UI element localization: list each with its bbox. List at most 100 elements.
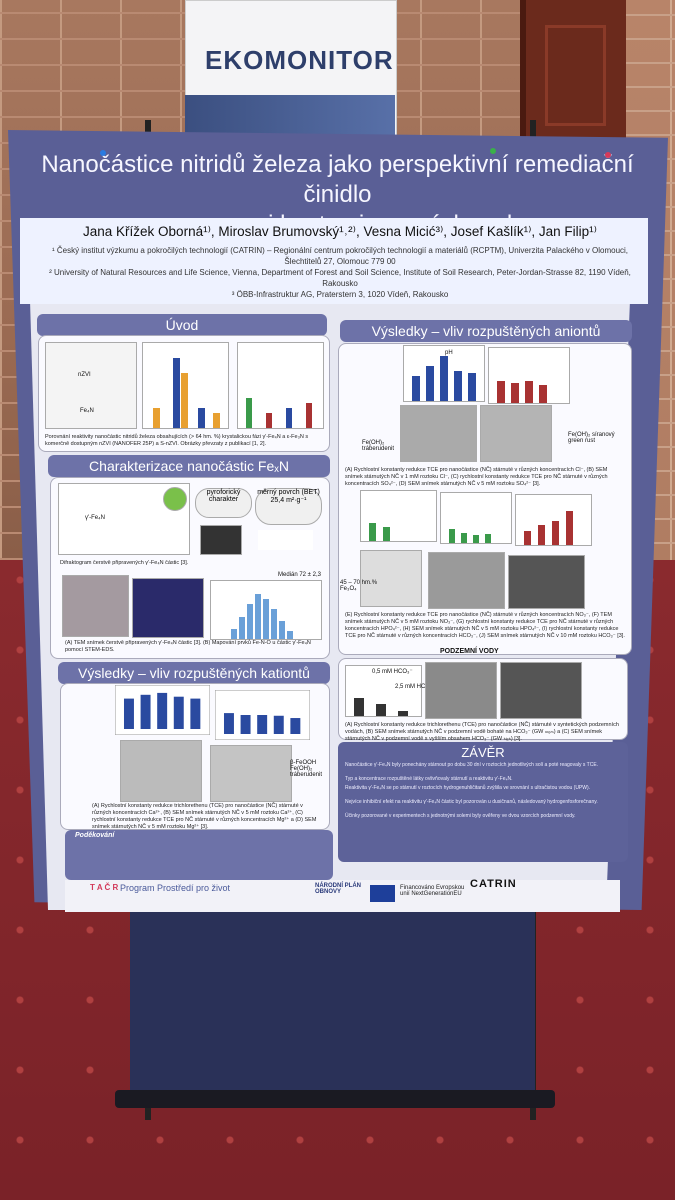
chart-bar — [223, 713, 234, 734]
bar — [239, 617, 245, 639]
chart-bar — [173, 696, 184, 729]
bar — [181, 373, 188, 428]
chart-kationty-c — [215, 690, 310, 740]
figure-sem-hpo4 — [428, 552, 505, 609]
caption-tem: (A) TEM snímek čerstvě připravených γ'-F… — [65, 640, 311, 653]
bar — [263, 599, 269, 639]
figure-anionty-c — [488, 347, 570, 404]
conclusion-item: Nejvíce inhibiční efekt na reaktivitu γ'… — [345, 799, 598, 805]
affiliation-3: ³ ÖBB-Infrastruktur AG, Praterstern 3, 1… — [231, 290, 449, 299]
bar — [497, 381, 505, 403]
acknowledgement-title: Poděkování — [75, 832, 115, 839]
affiliation-1: ¹ Český institut výzkumu a pokročilých t… — [51, 246, 629, 266]
figure-sem-cl — [400, 405, 477, 462]
figure-sem-gw-low — [425, 662, 497, 719]
figure-bet-curve — [258, 530, 313, 550]
door-panel — [545, 25, 606, 126]
section-charakterizace: Charakterizace nanočástic FeₓN — [48, 455, 330, 477]
banner-band — [185, 95, 395, 135]
label-fe-ooh: β-FeOOH Fe(OH)₂ tráberudenit — [290, 760, 323, 778]
figure-size-histogram — [210, 580, 322, 640]
bubble-merny-povrch: měrný povrch (BET) 25,4 m²·g⁻¹ — [255, 488, 322, 525]
bubble-pyroforicky: pyroforický charakter — [195, 488, 252, 518]
bar — [153, 408, 160, 428]
figure-sem-ca — [120, 740, 202, 802]
bar — [473, 535, 479, 543]
caption-kationty: (A) Rychlostní konstanty redukce trichlo… — [92, 803, 317, 830]
authors: Jana Křížek Oborná¹⁾, Miroslav Brumovský… — [83, 224, 597, 239]
bar — [173, 358, 180, 428]
pin-red — [605, 152, 611, 158]
bar — [198, 408, 205, 428]
bar — [213, 413, 220, 428]
chart-kationty-a — [115, 685, 210, 735]
figure-anionty-e — [360, 490, 437, 542]
chart-bar — [123, 698, 134, 729]
caption-podzemni: (A) Rychlostní konstanty redukce trichlo… — [345, 722, 619, 742]
conclusion-item: Reaktivita γ'-Fe₄N se po stárnutí v rozt… — [345, 785, 591, 791]
footer-logos — [65, 880, 620, 912]
figure-tem-no3 — [360, 550, 422, 607]
bar — [511, 383, 519, 403]
bar — [398, 711, 408, 716]
bar — [231, 629, 237, 639]
stand-fabric — [130, 905, 535, 1095]
bar — [426, 366, 434, 401]
bar — [538, 525, 545, 545]
eu-flag-icon — [370, 885, 395, 902]
figure-podzemni-a — [345, 665, 422, 717]
label-fe-oh2-green-rust: Fe(OH)₂ síranový green rust — [568, 432, 615, 444]
bar — [306, 403, 312, 428]
caption-uvod: Porovnání reaktivity nanočástic nitridů … — [45, 434, 309, 447]
figure-sem-gw-high — [500, 662, 582, 719]
figure-tem — [62, 575, 129, 637]
logo-catrin: CATRIN — [470, 878, 517, 890]
pin-blue — [100, 150, 106, 156]
bar — [566, 511, 573, 545]
affiliations: ¹ Český institut výzkumu a pokročilých t… — [40, 245, 640, 300]
label-nzvi: nZVI — [78, 372, 91, 378]
caption-xrd: Difraktogram čerstvě připravených γ'-Fe₄… — [60, 560, 189, 566]
chart-bar — [240, 715, 251, 734]
section-kationty: Výsledky – vliv rozpuštěných kationtů — [58, 662, 330, 684]
bar — [271, 609, 277, 639]
chart-bar — [157, 692, 168, 729]
acknowledgement-box — [65, 830, 333, 880]
figure-uvod-chart-1 — [142, 342, 229, 429]
chart-bar — [257, 715, 268, 734]
bar — [440, 356, 448, 401]
figure-anionty-g — [440, 492, 512, 544]
figure-stem-eds — [132, 578, 204, 638]
label-gamma-fe4n: γ'-Fe₄N — [85, 515, 105, 521]
conclusion-title: ZÁVĚR — [461, 745, 505, 760]
bar — [449, 529, 455, 543]
bar — [247, 604, 253, 639]
bar — [279, 621, 285, 639]
bar — [539, 385, 547, 403]
figure-pyrophoric-photo — [200, 525, 242, 555]
logo-npo: NÁRODNÍ PLÁN OBNOVY — [315, 883, 361, 895]
bar — [286, 408, 292, 428]
label-median: Medián 72 ± 2,3 — [278, 572, 321, 578]
label-fe-oh2-trebeurdenit: Fe(OH)₂ tráberudenit — [362, 440, 395, 452]
section-anionty: Výsledky – vliv rozpuštěných aniontů — [340, 320, 632, 342]
bar — [525, 381, 533, 403]
chart-bar — [140, 694, 151, 729]
caption-anionty-1: (A) Rychlostní konstanty redukce TCE pro… — [345, 467, 608, 487]
label-hco3-a: 0,5 mM HCO₃⁻ — [372, 669, 413, 675]
title-line-1: Nanočástice nitridů železa jako perspekt… — [41, 151, 634, 208]
figure-anionty-i — [515, 494, 592, 546]
bar — [266, 413, 272, 428]
figure-anionty-a — [403, 345, 485, 402]
bar — [524, 531, 531, 545]
authors-band — [20, 218, 648, 304]
bar — [383, 527, 390, 541]
bar — [255, 594, 261, 639]
chart-bar — [290, 718, 301, 734]
label-ph: pH — [445, 350, 453, 356]
bar — [461, 533, 467, 543]
bar — [468, 373, 476, 401]
bar — [369, 523, 376, 541]
figure-sem-hco3 — [508, 555, 585, 609]
bar — [354, 698, 364, 716]
